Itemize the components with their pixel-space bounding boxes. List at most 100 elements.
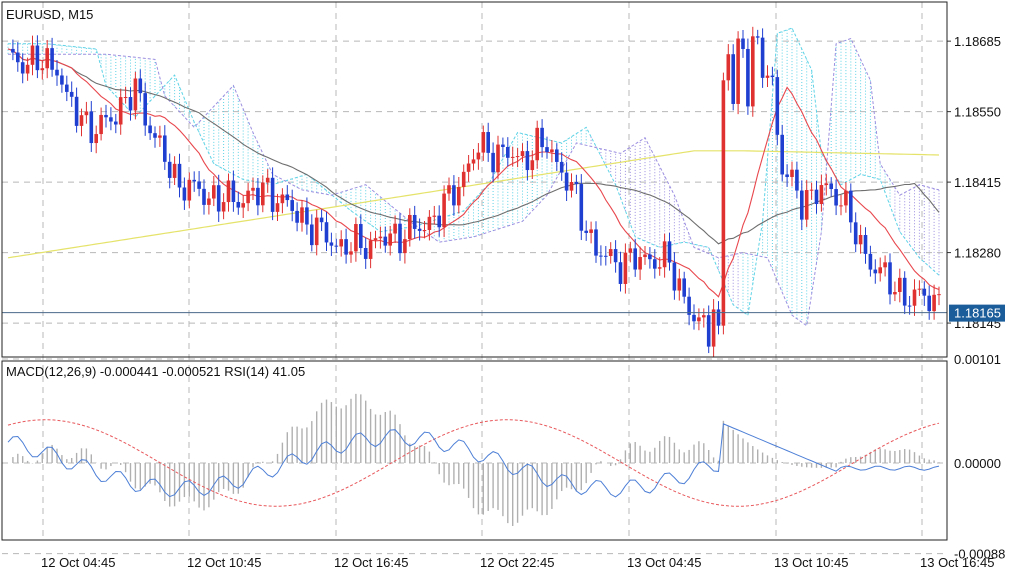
candle-body: [118, 97, 123, 125]
candle-body: [329, 242, 334, 246]
candle-body: [584, 230, 588, 233]
candle-body: [251, 187, 255, 191]
candle-body: [344, 239, 348, 255]
candle-body: [535, 127, 539, 161]
candle-body: [363, 248, 368, 259]
candle-body: [163, 135, 167, 162]
candle-body: [873, 269, 878, 274]
candle-body: [246, 190, 250, 204]
candle-body: [819, 185, 824, 205]
candle-body: [599, 255, 603, 257]
candle-body: [638, 257, 642, 270]
candle-body: [359, 224, 363, 249]
candle-body: [922, 288, 927, 296]
candle-body: [711, 309, 716, 347]
candle-body: [868, 253, 873, 270]
candle-body: [618, 262, 623, 284]
candle-body: [354, 224, 358, 252]
candle-body: [319, 217, 324, 223]
candle-body: [800, 190, 804, 220]
macd-chart-frame: [1, 360, 948, 541]
candle-body: [40, 68, 45, 71]
candle-body: [334, 245, 339, 247]
candle-body: [265, 177, 270, 183]
candle-body: [417, 228, 422, 231]
candle-body: [907, 305, 912, 307]
candle-body: [158, 135, 162, 138]
candle-body: [917, 288, 922, 290]
candle-body: [30, 45, 35, 65]
candle-body: [662, 241, 667, 268]
macd-tick-label: 0.00000: [954, 456, 1001, 471]
candle-body: [594, 229, 598, 256]
candle-body: [927, 295, 931, 312]
candles: [11, 26, 941, 357]
candle-body: [275, 203, 280, 212]
candle-body: [844, 190, 848, 206]
time-tick-label: 12 Oct 04:45: [41, 555, 115, 570]
candle-body: [50, 48, 54, 70]
candle-body: [476, 152, 481, 160]
candle-body: [167, 161, 172, 178]
candle-body: [79, 115, 84, 126]
candle-body: [667, 241, 672, 263]
candle-body: [530, 160, 535, 171]
candle-body: [55, 69, 59, 76]
candle-body: [300, 207, 304, 223]
candle-body: [202, 188, 206, 205]
candle-body: [912, 289, 917, 306]
candle-body: [839, 205, 843, 207]
macd-main-line: [7, 423, 940, 498]
time-tick-label: 13 Oct 16:45: [920, 555, 994, 570]
candle-body: [310, 224, 314, 246]
candle-body: [893, 291, 897, 295]
candle-body: [814, 189, 819, 205]
candle-body: [114, 121, 118, 125]
candle-body: [226, 180, 231, 203]
candle-body: [775, 77, 780, 135]
candle-body: [231, 180, 236, 202]
candle-body: [280, 194, 285, 204]
candle-body: [69, 91, 74, 97]
candle-body: [824, 183, 829, 186]
candle-body: [290, 200, 294, 211]
candle-body: [760, 37, 765, 78]
candle-body: [755, 36, 760, 38]
candle-body: [510, 156, 515, 158]
candle-body: [682, 278, 686, 297]
candle-body: [496, 144, 500, 173]
candle-body: [765, 75, 770, 78]
price-tick-label: 1.18415: [954, 175, 1001, 190]
candle-body: [388, 233, 392, 246]
candle-body: [197, 181, 201, 189]
candle-body: [751, 36, 755, 107]
candle-body: [60, 75, 64, 85]
ma-fast-line: [7, 48, 940, 298]
current-price-badge: [949, 304, 1005, 322]
candle-body: [677, 278, 682, 291]
candle-body: [569, 182, 574, 191]
candle-body: [393, 223, 397, 234]
candle-body: [378, 236, 383, 239]
candle-body: [623, 252, 628, 284]
candle-body: [809, 189, 814, 191]
candle-body: [692, 314, 696, 322]
candle-body: [305, 207, 309, 225]
candle-body: [138, 78, 143, 94]
main-chart-frame: [1, 1, 948, 358]
candle-body: [192, 179, 196, 182]
candle-body: [545, 147, 549, 153]
candle-body: [770, 75, 775, 78]
price-tick-label: 1.18280: [954, 246, 1001, 261]
candle-body: [520, 151, 525, 157]
candle-body: [687, 296, 691, 315]
price-tick-label: 1.18685: [954, 34, 1001, 49]
candle-body: [525, 151, 530, 171]
candle-body: [427, 216, 432, 231]
candle-body: [795, 169, 799, 191]
candle-body: [442, 193, 446, 228]
candle-body: [109, 117, 113, 122]
candle-body: [579, 184, 584, 231]
